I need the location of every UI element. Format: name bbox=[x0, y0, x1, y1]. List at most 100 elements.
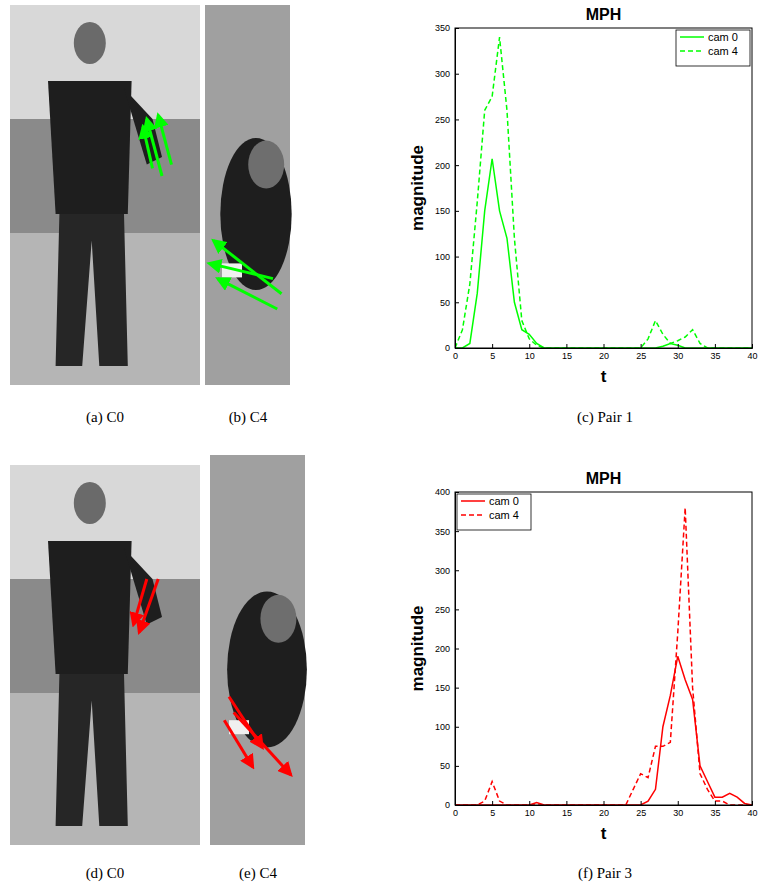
tick-mark bbox=[455, 531, 459, 532]
tick-mark bbox=[455, 257, 459, 258]
tick-mark bbox=[715, 801, 716, 805]
series-line bbox=[455, 656, 752, 805]
plot-background bbox=[455, 28, 752, 348]
tick-label: 250 bbox=[435, 605, 450, 615]
chart-title: MPH bbox=[586, 6, 622, 23]
tick-label: 250 bbox=[435, 115, 450, 125]
chart: 0510152025303540050100150200250300350MPH… bbox=[408, 6, 758, 386]
legend-swatch bbox=[461, 514, 485, 516]
tick-label: 35 bbox=[710, 808, 720, 818]
tick: 50 bbox=[440, 298, 459, 308]
caption: (d) C0 bbox=[86, 865, 125, 882]
tick-mark bbox=[455, 74, 459, 75]
plot-background bbox=[455, 492, 752, 805]
caption: (a) C0 bbox=[86, 409, 124, 426]
tick-label: 10 bbox=[525, 351, 535, 361]
tick-label: 20 bbox=[599, 808, 609, 818]
legend-label: cam 4 bbox=[708, 45, 738, 57]
tick-label: 35 bbox=[710, 351, 720, 361]
tick-label: 100 bbox=[435, 252, 450, 262]
caption: (c) Pair 1 bbox=[577, 409, 633, 426]
tick-mark bbox=[678, 344, 679, 348]
tick: 5 bbox=[490, 801, 495, 818]
tick-mark bbox=[455, 119, 459, 120]
x-axis-title: t bbox=[601, 367, 607, 386]
photo-front-view bbox=[10, 5, 200, 385]
tick-label: 30 bbox=[673, 808, 683, 818]
tick-label: 40 bbox=[747, 808, 757, 818]
tick-mark bbox=[641, 801, 642, 805]
photo-body bbox=[227, 592, 307, 748]
tick-mark bbox=[604, 344, 605, 348]
tick-mark bbox=[566, 801, 567, 805]
tick-mark bbox=[455, 211, 459, 212]
tick-mark bbox=[455, 302, 459, 303]
tick: 5 bbox=[490, 344, 495, 361]
x-axis: 0510152025303540 bbox=[453, 344, 758, 361]
tick-label: 400 bbox=[435, 487, 450, 497]
axis-line bbox=[456, 29, 460, 349]
tick-label: 200 bbox=[435, 644, 450, 654]
tick: 30 bbox=[673, 801, 683, 818]
tick: 15 bbox=[562, 801, 572, 818]
tick: 30 bbox=[673, 344, 683, 361]
axis-line bbox=[456, 493, 460, 806]
tick-mark bbox=[455, 727, 459, 728]
plot-lines bbox=[455, 37, 752, 348]
flow-arrow bbox=[209, 263, 273, 278]
tick-label: 15 bbox=[562, 808, 572, 818]
photo-torso bbox=[48, 81, 132, 214]
tick-label: 0 bbox=[445, 343, 450, 353]
legend-label: cam 0 bbox=[708, 31, 738, 43]
series-line bbox=[455, 159, 752, 348]
flow-arrow bbox=[139, 579, 158, 632]
tick-mark bbox=[455, 649, 459, 650]
tick-label: 0 bbox=[453, 808, 458, 818]
photo-legs bbox=[56, 674, 128, 826]
tick-label: 350 bbox=[435, 527, 450, 537]
tick-label: 5 bbox=[490, 351, 495, 361]
legend-swatch bbox=[680, 50, 704, 52]
flow-arrow bbox=[218, 279, 278, 309]
tick-label: 300 bbox=[435, 566, 450, 576]
series-line bbox=[455, 508, 752, 805]
flow-arrow bbox=[158, 115, 171, 164]
tick: 15 bbox=[562, 344, 572, 361]
photo-torso bbox=[48, 541, 132, 674]
photo-head bbox=[260, 595, 296, 643]
plot-lines bbox=[455, 508, 752, 805]
tick-label: 30 bbox=[673, 351, 683, 361]
tick-label: 100 bbox=[435, 722, 450, 732]
tick-mark bbox=[529, 344, 530, 348]
tick-label: 15 bbox=[562, 351, 572, 361]
tick-label: 0 bbox=[453, 351, 458, 361]
flow-arrow bbox=[234, 712, 291, 774]
tick-label: 5 bbox=[490, 808, 495, 818]
photo-head bbox=[248, 141, 284, 189]
tick-mark bbox=[678, 801, 679, 805]
tick-label: 25 bbox=[636, 351, 646, 361]
tick-label: 25 bbox=[636, 808, 646, 818]
tick: 25 bbox=[636, 344, 646, 361]
tick: 35 bbox=[710, 801, 720, 818]
tick-label: 150 bbox=[435, 683, 450, 693]
tick-mark bbox=[455, 766, 459, 767]
photo-front-view bbox=[10, 465, 200, 845]
tick-label: 300 bbox=[435, 69, 450, 79]
tick-mark bbox=[455, 165, 459, 166]
tick: 20 bbox=[599, 801, 609, 818]
tick-label: 10 bbox=[525, 808, 535, 818]
figure: 0510152025303540050100150200250300350MPH… bbox=[0, 0, 760, 888]
tick-label: 20 bbox=[599, 351, 609, 361]
tick-mark bbox=[641, 344, 642, 348]
tick: 10 bbox=[525, 801, 535, 818]
legend-label: cam 0 bbox=[489, 495, 519, 507]
photo-head bbox=[74, 22, 106, 64]
caption: (e) C4 bbox=[239, 865, 277, 882]
legend: cam 0 cam 4 bbox=[676, 30, 750, 66]
tick-label: 50 bbox=[440, 298, 450, 308]
legend-swatch bbox=[680, 36, 704, 38]
photo-legs bbox=[56, 214, 128, 366]
flow-arrow bbox=[134, 579, 147, 625]
tick: 20 bbox=[599, 344, 609, 361]
